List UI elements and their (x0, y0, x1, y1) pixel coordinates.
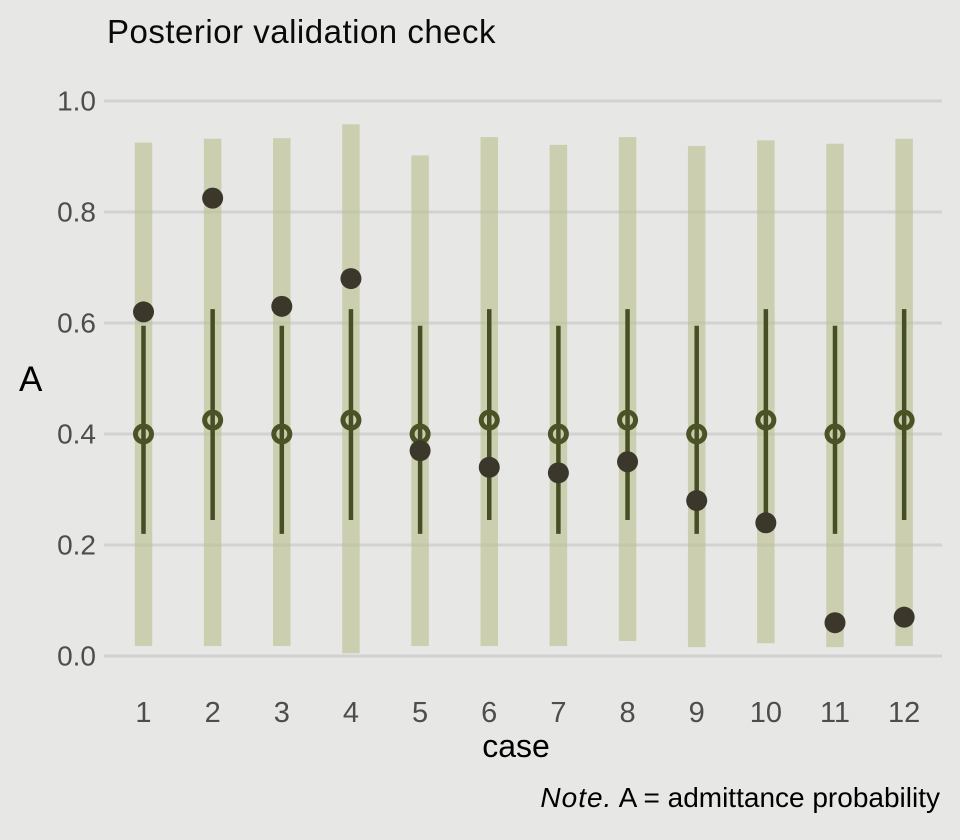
observed-dot (547, 462, 569, 484)
median-open-circle (202, 409, 224, 431)
observed-dot (617, 451, 639, 473)
y-tick-label: 0.8 (57, 197, 96, 228)
x-tick-label: 1 (135, 697, 151, 729)
observed-dot (755, 512, 777, 534)
median-open-circle (824, 423, 846, 445)
y-tick-label: 0.4 (57, 419, 96, 450)
observed-dot (893, 606, 915, 628)
median-open-circle (893, 409, 915, 431)
median-open-circle (547, 423, 569, 445)
observed-dot (340, 268, 362, 290)
y-tick-label: 1.0 (57, 86, 96, 117)
observed-dot (478, 456, 500, 478)
y-tick-label: 0.6 (57, 308, 96, 339)
observed-dot (409, 440, 431, 462)
median-open-circle (478, 409, 500, 431)
median-open-circle (340, 409, 362, 431)
y-axis-title: A (19, 360, 43, 399)
median-open-circle (617, 409, 639, 431)
x-tick-label: 3 (274, 697, 290, 729)
x-tick-label: 11 (820, 697, 850, 729)
x-tick-label: 4 (343, 697, 359, 729)
x-tick-label: 9 (689, 697, 705, 729)
x-axis-title: case (482, 728, 550, 764)
x-tick-label: 5 (412, 697, 428, 729)
y-tick-label: 0.2 (57, 530, 96, 561)
observed-dot (133, 301, 154, 323)
chart-note: Note. A = admittance probability (540, 782, 940, 814)
median-open-circle (686, 423, 708, 445)
x-tick-label: 7 (550, 697, 566, 729)
note-text: A = admittance probability (612, 782, 940, 813)
median-open-circle (271, 423, 293, 445)
x-tick-label: 2 (205, 697, 221, 729)
observed-dot (824, 612, 846, 634)
median-open-circle (755, 409, 777, 431)
x-tick-label: 6 (481, 697, 497, 729)
observed-dot (202, 187, 224, 209)
chart-title: Posterior validation check (107, 13, 497, 50)
observed-dot (271, 295, 293, 317)
median-open-circle (133, 423, 154, 445)
x-tick-label: 10 (750, 697, 782, 729)
y-tick-label: 0.0 (57, 641, 96, 672)
note-prefix: Note. (540, 782, 613, 813)
x-tick-label: 8 (619, 697, 635, 729)
observed-dot (686, 490, 708, 512)
x-tick-label: 12 (888, 697, 920, 729)
